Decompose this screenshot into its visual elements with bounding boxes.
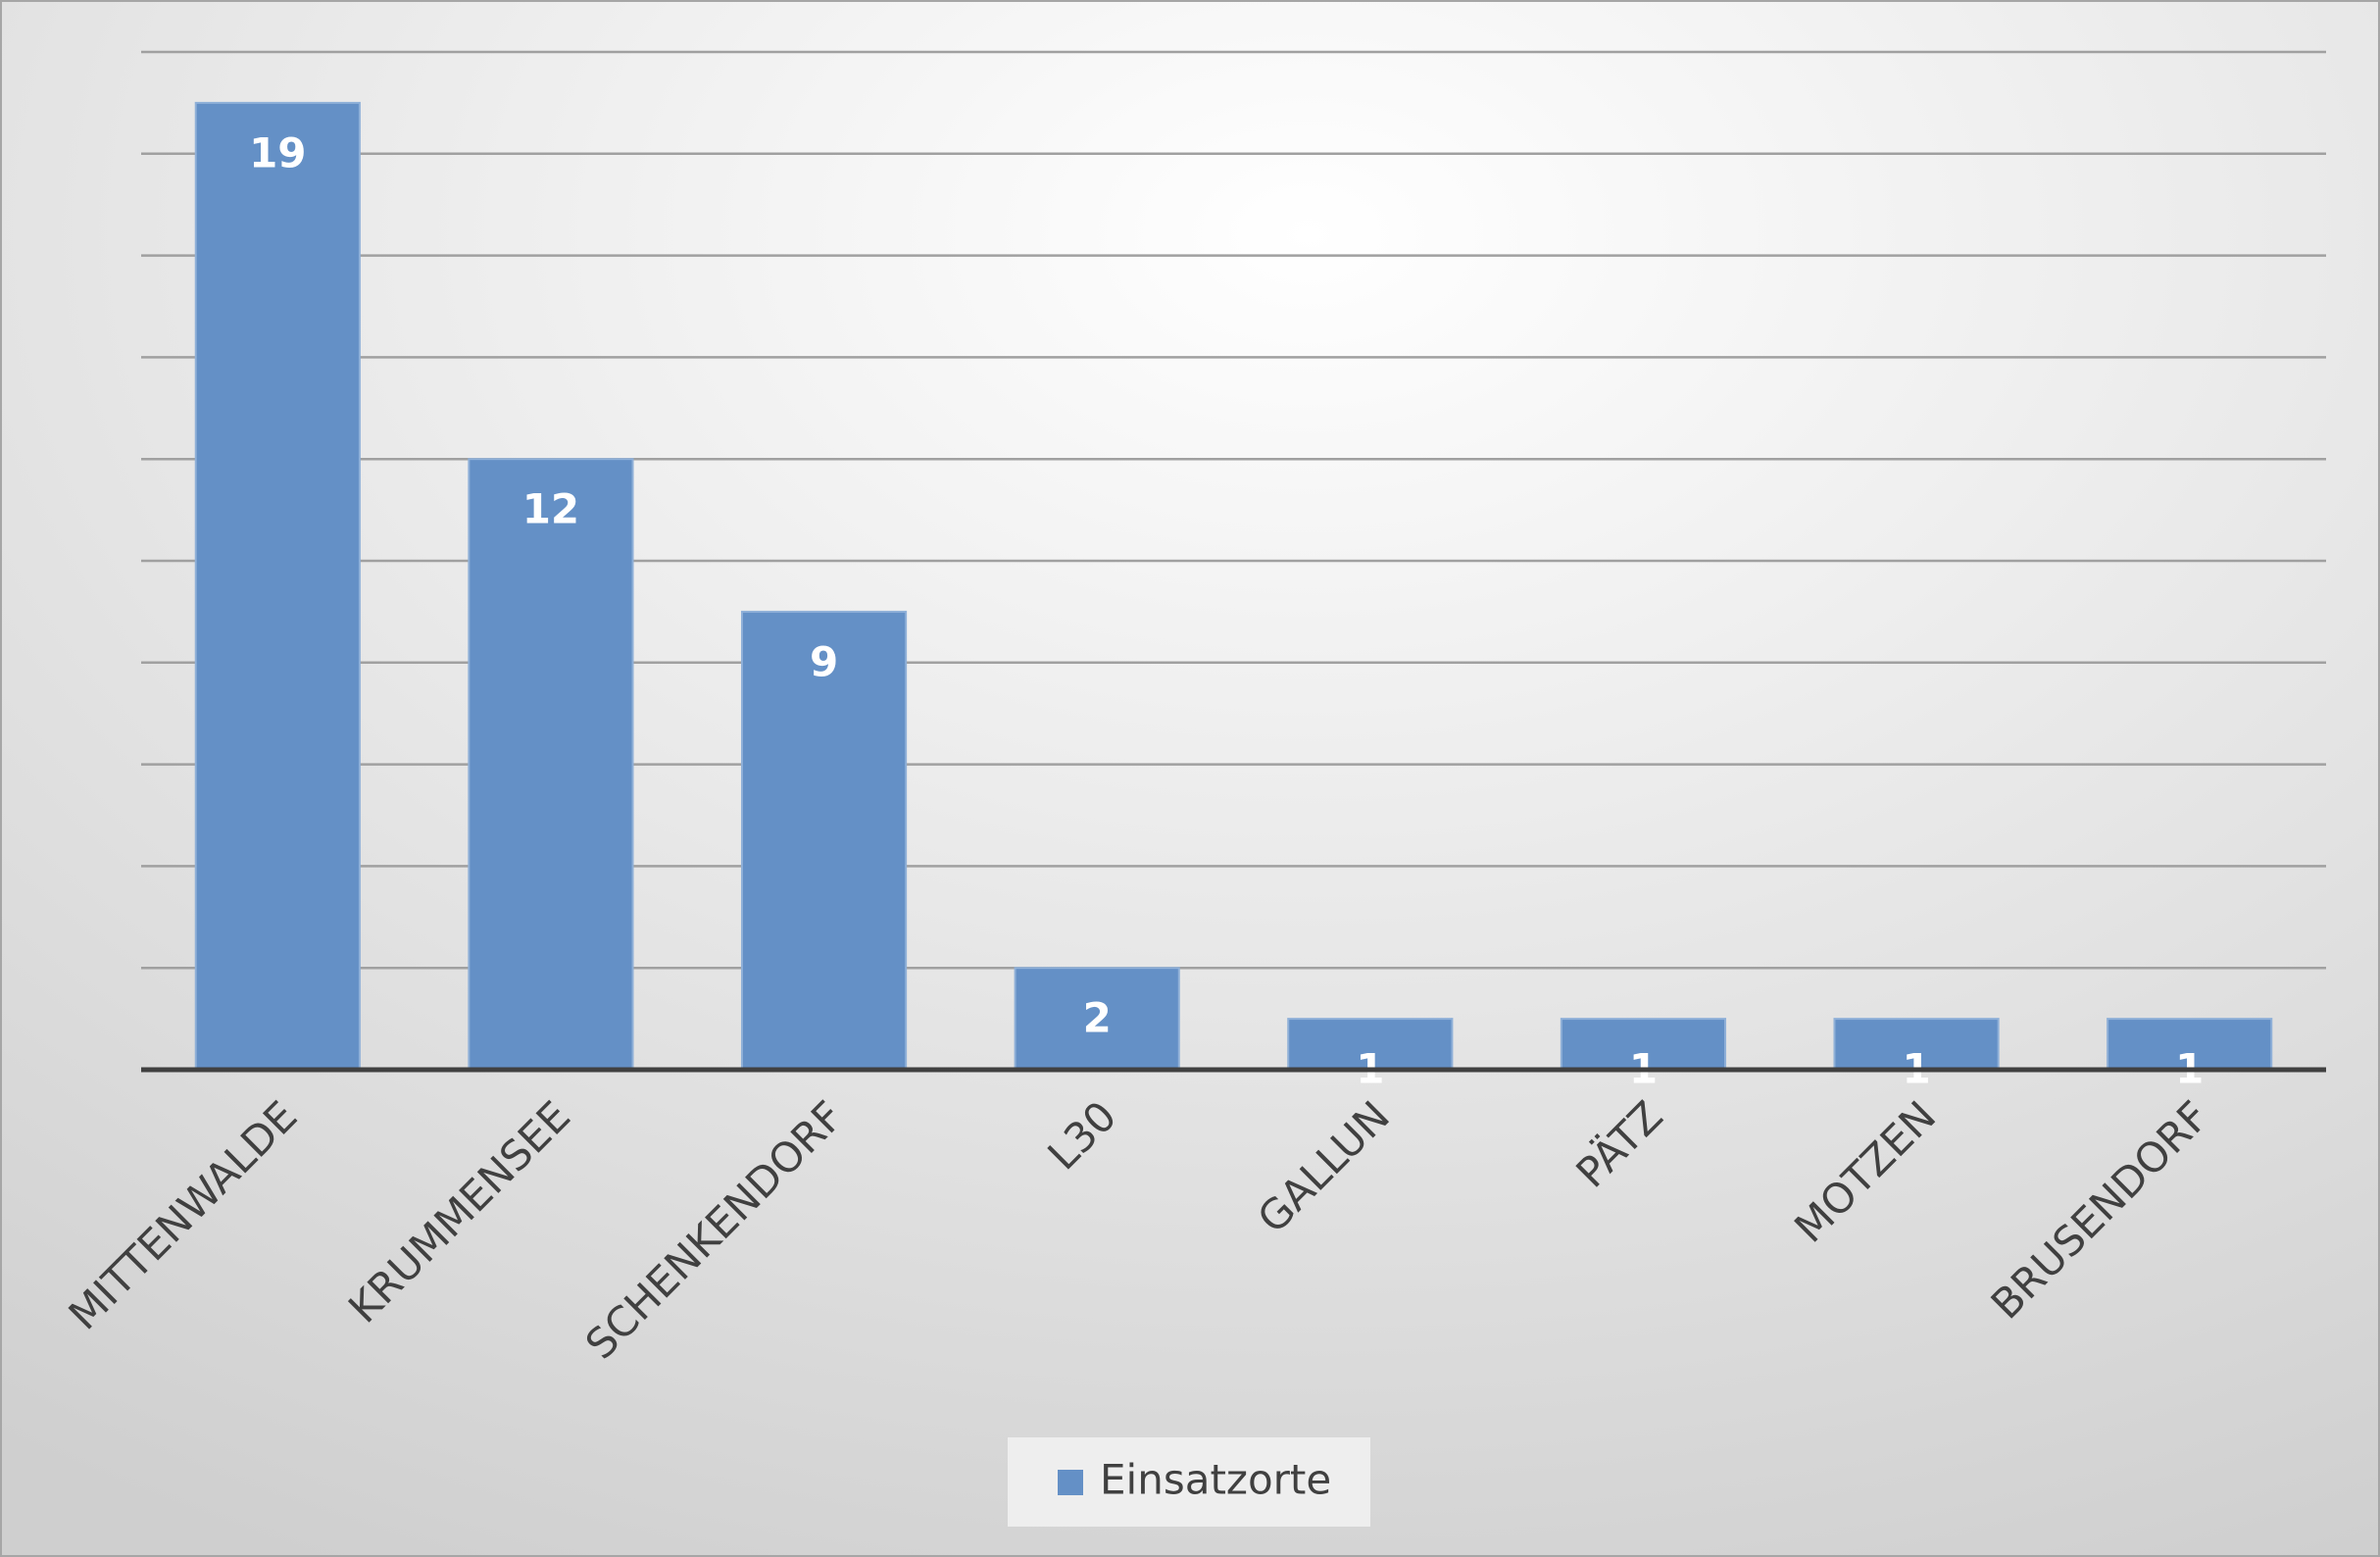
bar: [1560, 1018, 1727, 1071]
data-label: 19: [249, 128, 306, 176]
bar: [740, 610, 908, 1072]
legend-label: Einsatzorte: [1100, 1456, 1331, 1504]
legend-swatch: [1058, 1470, 1083, 1495]
data-label: 9: [810, 637, 838, 685]
data-label: 12: [522, 485, 579, 533]
bar: [1287, 1018, 1454, 1071]
bars: [194, 101, 2273, 1072]
bar: [2107, 1018, 2273, 1071]
bar: [468, 458, 634, 1071]
legend: Einsatzorte: [1008, 1437, 1370, 1527]
bar: [194, 101, 361, 1071]
bar: [1833, 1018, 2000, 1071]
bar: [1014, 967, 1180, 1072]
data-label: 2: [1083, 994, 1112, 1042]
